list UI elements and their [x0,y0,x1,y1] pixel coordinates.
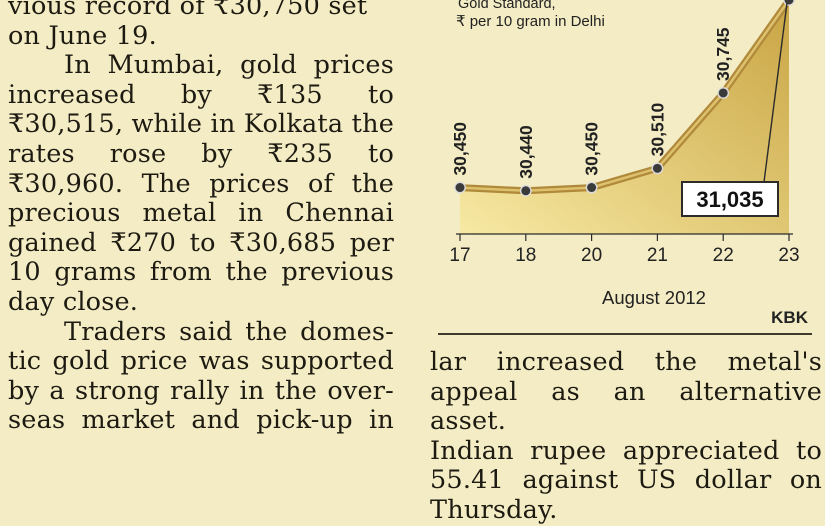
series-line-highlight [459,0,791,193]
x-axis-label: August 2012 [602,287,706,308]
text-line: increased by ₹135 to [8,79,394,110]
data-point-marker [585,181,598,194]
text-line: appeal as an alternative asset. [430,376,822,437]
chart-svg: 17 18 20 21 22 23 30,450 30,440 30,450 30,510 30,7… [449,0,809,327]
text-line: vious record of ₹30,750 set [8,0,368,21]
text-line: Indian rupee appreciated to [430,435,822,466]
data-label: 30,510 [647,103,667,157]
text-line: gained ₹270 to ₹30,685 per [8,227,394,258]
data-point-marker [519,184,532,197]
data-label: 30,450 [582,122,602,176]
data-label: 30,440 [516,125,536,179]
text-line: ₹30,515, while in Kolkata the [8,109,394,140]
gold-price-chart: 17 18 20 21 22 23 30,450 30,440 30,450 30,510 30,7… [436,0,811,335]
text-line: Traders said the domes- [64,316,394,347]
text-line: tic gold price was supported [8,346,394,377]
text-line: precious metal in Chennai [8,198,394,229]
text-line: 55.41 against US dollar on [430,465,822,496]
left-article-column: vious record of ₹30,750 set on June 19. … [8,0,394,436]
area-fill [460,0,789,234]
text-line: Thursday. [430,494,558,525]
highlight-box [681,181,779,217]
text-line: 10 grams from the previous [8,257,394,288]
right-article-column: lar increased the metal's appeal as an a… [430,347,822,526]
x-tick-label: 22 [713,245,734,266]
data-label: 30,745 [713,27,733,81]
data-point-marker [454,181,466,194]
text-line: rates rose by ₹235 to [8,138,394,169]
chart-bottom-rule [438,333,812,335]
x-tick-label: 20 [581,245,602,266]
x-tick-label: 23 [778,245,799,266]
x-tick-label: 17 [449,245,470,266]
x-tick-label: 21 [647,245,668,266]
callout-leader [763,2,788,183]
data-point-marker [651,162,664,175]
text-line: by a strong rally in the over- [8,375,394,406]
text-line: on June 19. [8,20,157,51]
data-point-marker [783,0,795,6]
chart-subtitle-line: Gold Standard, [458,0,556,12]
highlight-value-label: 31,035 [696,187,763,212]
text-line: In Mumbai, gold prices [64,50,394,81]
credit-label: KBK [771,308,809,327]
text-line: lar increased the metal's [430,347,822,377]
text-line: ₹30,960. The prices of the [8,168,394,199]
data-point-marker [717,87,730,99]
data-label: 30,450 [450,122,470,176]
text-line: day close. [8,286,139,317]
text-line: seas market and pick-up in [8,405,394,436]
x-tick-label: 18 [515,245,536,266]
chart-subtitle-line: ₹ per 10 gram in Delhi [456,13,605,30]
